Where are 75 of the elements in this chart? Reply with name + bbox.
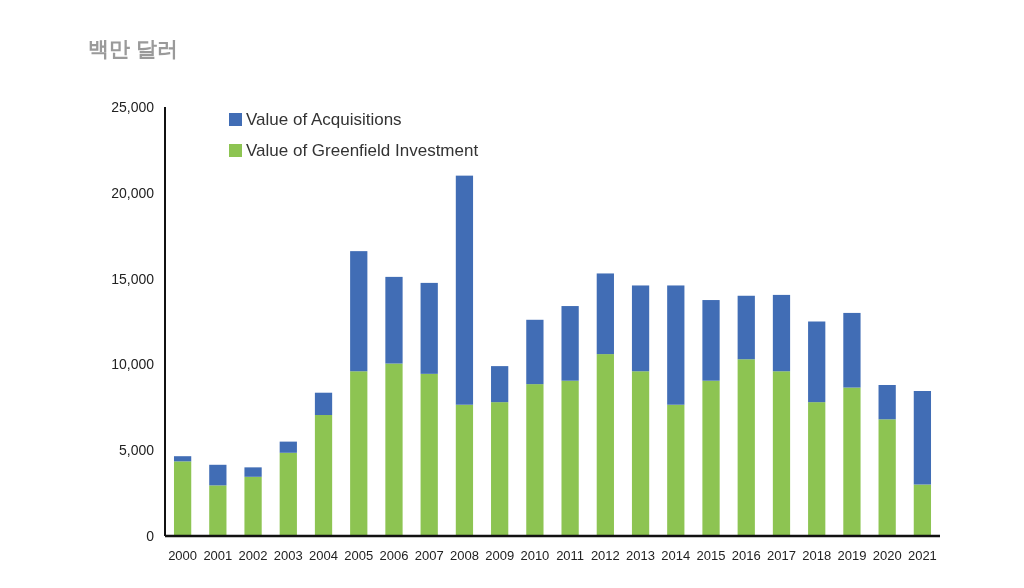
x-tick-label: 2014 <box>661 548 691 563</box>
x-tick-label: 2011 <box>556 548 585 563</box>
x-tick-label: 2000 <box>168 548 198 563</box>
bar <box>173 461 192 536</box>
bar <box>455 404 474 536</box>
x-tick-label: 2016 <box>731 548 761 563</box>
y-tick-label: 25,000 <box>111 99 155 115</box>
x-tick-label: 2013 <box>626 548 656 563</box>
bar <box>878 384 896 420</box>
bar <box>385 363 403 536</box>
x-tick-label: 2006 <box>379 548 409 563</box>
x-tick-label: 2018 <box>802 548 832 563</box>
bar <box>350 371 368 536</box>
x-tick-label: 2007 <box>414 548 444 563</box>
x-tick-label: 2012 <box>590 548 620 563</box>
y-tick-label: 10,000 <box>111 356 155 373</box>
x-tick-label: 2004 <box>309 548 338 563</box>
bar <box>843 387 861 536</box>
y-axis-title: 백만 달러 <box>88 37 178 60</box>
bar <box>667 285 685 405</box>
bar <box>702 300 720 381</box>
bar <box>420 373 438 536</box>
bar <box>491 366 509 403</box>
bar <box>279 452 297 536</box>
bar <box>526 384 544 536</box>
x-tick-label: 2001 <box>203 548 233 563</box>
bar <box>314 392 333 416</box>
x-tick-label: 2019 <box>837 548 867 563</box>
bar <box>808 321 826 403</box>
bar <box>843 312 861 388</box>
bar <box>913 484 932 536</box>
bar <box>667 404 685 536</box>
bar <box>420 282 438 374</box>
bar <box>772 371 791 536</box>
y-tick-label: 20,000 <box>111 184 155 201</box>
bar <box>561 380 579 536</box>
y-tick-label: 0 <box>146 528 155 544</box>
x-tick-label: 2020 <box>872 548 902 563</box>
legend-label: Value of Acquisitions <box>246 110 402 129</box>
y-tick-label: 15,000 <box>111 270 155 287</box>
bar <box>913 391 932 485</box>
bar <box>279 441 297 453</box>
bar <box>808 402 826 536</box>
bar <box>737 295 755 360</box>
x-tick-label: 2003 <box>273 548 303 563</box>
x-tick-label: 2015 <box>696 548 726 563</box>
bar <box>561 306 579 381</box>
bar <box>209 485 227 536</box>
bar <box>314 415 333 536</box>
bar <box>526 319 544 385</box>
bar <box>455 175 474 405</box>
bar <box>702 380 720 536</box>
bar <box>596 273 614 355</box>
bar <box>631 285 650 372</box>
x-tick-label: 2017 <box>767 548 796 563</box>
bar <box>209 464 227 486</box>
bar <box>596 354 614 536</box>
x-tick-label: 2021 <box>907 548 937 563</box>
bar <box>772 294 791 372</box>
bar <box>491 402 509 536</box>
bar <box>737 359 755 536</box>
bar <box>631 371 650 536</box>
x-tick-label: 2009 <box>485 548 515 563</box>
x-tick-label: 2010 <box>520 548 550 563</box>
bar <box>244 467 262 477</box>
x-tick-label: 2008 <box>449 548 479 563</box>
bar <box>878 419 896 536</box>
x-tick-label: 2002 <box>238 548 268 563</box>
x-tick-label: 2005 <box>344 548 374 563</box>
bar <box>244 476 262 536</box>
y-tick-label: 5,000 <box>118 442 155 459</box>
legend-label: Value of Greenfield Investment <box>246 141 479 160</box>
bar <box>385 276 403 364</box>
bar <box>350 251 368 372</box>
bar <box>173 456 192 462</box>
